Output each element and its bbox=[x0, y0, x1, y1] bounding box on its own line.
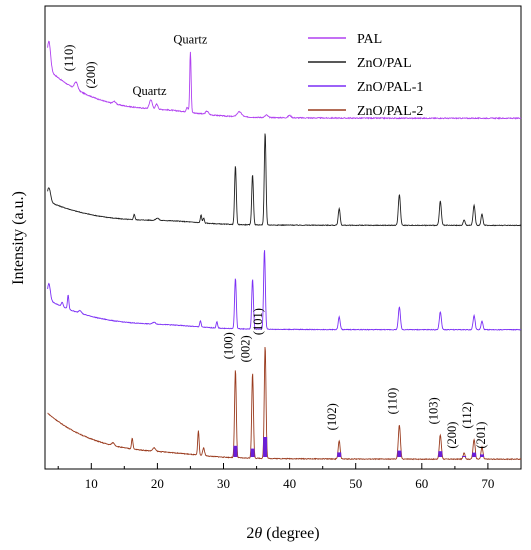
peak-annotations: (110) (200) Quartz Quartz (100) (002)(101) (10… bbox=[62, 33, 488, 449]
peak-label: (110) bbox=[385, 388, 399, 415]
x-tick-label: 40 bbox=[283, 476, 296, 491]
x-tick-label: 60 bbox=[415, 476, 428, 491]
y-axis-title: Intensity (a.u.) bbox=[10, 191, 27, 285]
plot-frame bbox=[44, 5, 522, 470]
x-axis-title-prefix: 2 bbox=[246, 525, 254, 542]
x-axis-ticks: 10 20 30 40 50 60 70 bbox=[57, 463, 522, 491]
reference-bar bbox=[472, 452, 477, 457]
series-line-pal bbox=[47, 40, 522, 120]
x-tick-label: 10 bbox=[85, 476, 98, 491]
peak-label: (101) bbox=[251, 308, 265, 335]
reference-bar bbox=[480, 454, 484, 457]
series-line-zno-pal bbox=[47, 133, 522, 227]
peak-label: (110) bbox=[62, 45, 76, 72]
peak-label: (200) bbox=[84, 61, 98, 88]
reference-bar bbox=[263, 437, 268, 457]
legend-label: ZnO/PAL-1 bbox=[357, 80, 423, 95]
x-axis-title-suffix: (degree) bbox=[262, 525, 319, 542]
reference-bar bbox=[462, 456, 467, 457]
x-tick-label: 50 bbox=[349, 476, 362, 491]
legend: PAL ZnO/PAL ZnO/PAL-1 ZnO/PAL-2 bbox=[308, 32, 423, 119]
legend-label: PAL bbox=[357, 32, 382, 47]
peak-label: (112) bbox=[460, 402, 474, 429]
series-line-zno-pal-1 bbox=[47, 250, 522, 331]
quartz-label: Quartz bbox=[132, 84, 166, 98]
quartz-label: Quartz bbox=[173, 33, 207, 47]
peak-label: (201) bbox=[474, 422, 488, 449]
x-tick-label: 30 bbox=[217, 476, 230, 491]
reference-bar bbox=[397, 450, 402, 457]
legend-label: ZnO/PAL-2 bbox=[357, 104, 423, 119]
series-layer bbox=[47, 40, 522, 461]
peak-label: (100) bbox=[221, 332, 235, 359]
reference-bar bbox=[438, 451, 443, 457]
reference-bar bbox=[233, 445, 238, 457]
reference-bar bbox=[337, 452, 342, 457]
peak-label: (002) bbox=[239, 335, 253, 362]
x-axis-title-symbol: θ bbox=[254, 525, 262, 542]
peak-label: (200) bbox=[445, 422, 459, 449]
legend-label: ZnO/PAL bbox=[357, 56, 412, 71]
x-tick-label: 20 bbox=[151, 476, 164, 491]
peak-label: (102) bbox=[325, 403, 339, 430]
x-tick-label: 70 bbox=[481, 476, 494, 491]
reference-bars bbox=[233, 437, 484, 457]
x-axis-title: 2θ (degree) bbox=[246, 525, 319, 542]
peak-label: (103) bbox=[426, 397, 440, 424]
reference-bar bbox=[250, 448, 255, 457]
